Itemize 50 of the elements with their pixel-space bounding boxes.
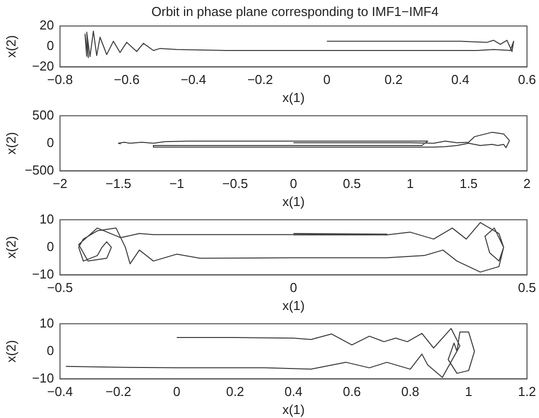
x-tick-label: −0.5 [47, 280, 73, 296]
x-axis-title: x(1) [282, 402, 305, 417]
y-tick-label: 0 [46, 38, 54, 53]
x-tick-label: 0 [290, 280, 298, 296]
x-tick-label: 0.4 [451, 72, 470, 88]
x-tick-label: 1.5 [460, 176, 478, 192]
x-tick-label: 0 [173, 384, 180, 400]
chart-title: Orbit in phase plane corresponding to IMF1−IMF4 [150, 4, 440, 19]
y-tick-label: 0 [46, 134, 54, 150]
x-tick-label: 0.5 [518, 280, 536, 296]
x-tick-label: −1 [169, 176, 184, 192]
x-tick-label: 0.6 [518, 72, 536, 88]
y-tick-label: −500 [24, 162, 54, 178]
x-tick-label: 0 [290, 176, 298, 192]
y-tick-label: 500 [32, 107, 54, 122]
x-tick-label: 0.2 [226, 384, 244, 400]
x-tick-label: 0.4 [284, 384, 303, 400]
x-tick-label: 0.5 [342, 176, 361, 192]
y-tick-label: −20 [32, 58, 54, 74]
y-axis-title: x(2) [3, 236, 18, 258]
x-axis-title: x(1) [282, 90, 305, 105]
y-tick-label: 10 [40, 315, 54, 330]
x-tick-label: −0.6 [114, 72, 140, 88]
y-tick-label: −10 [32, 266, 54, 282]
x-tick-label: −0.2 [247, 72, 273, 88]
x-tick-label: 1.2 [518, 384, 536, 400]
x-tick-label: 0 [323, 72, 330, 88]
x-tick-label: −0.2 [106, 384, 132, 400]
x-tick-label: −1.5 [106, 176, 132, 192]
x-tick-label: −0.4 [180, 72, 206, 88]
y-axis-title: x(2) [3, 340, 18, 362]
x-tick-label: 1 [406, 176, 414, 192]
x-tick-label: 0.8 [401, 384, 420, 400]
x-tick-label: 1 [465, 384, 472, 400]
y-axis-title: x(2) [3, 132, 18, 154]
y-axis-title: x(2) [3, 35, 18, 58]
x-axis-title: x(1) [282, 194, 305, 209]
y-tick-label: −10 [32, 370, 54, 386]
x-tick-label: 0.6 [342, 384, 361, 400]
y-tick-label: 10 [40, 211, 54, 226]
x-axis-title: x(1) [282, 298, 305, 313]
x-tick-label: −0.5 [222, 176, 248, 192]
x-tick-label: −0.4 [47, 384, 73, 400]
y-tick-label: 20 [40, 18, 54, 33]
x-tick-label: −0.8 [47, 72, 73, 88]
x-tick-label: 0.2 [384, 72, 403, 88]
y-tick-label: 0 [46, 238, 54, 254]
x-tick-label: 2 [523, 176, 531, 192]
x-tick-label: −2 [52, 176, 68, 192]
y-tick-label: 0 [46, 342, 54, 358]
